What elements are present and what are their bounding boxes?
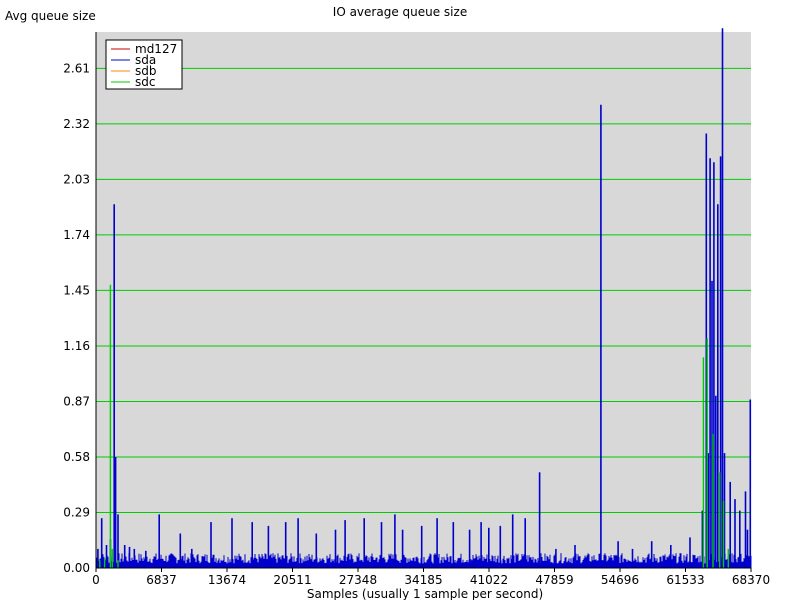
- y-tick-labels: 0.00 0.29 0.58 0.87 1.16 1.45 1.74 2.03 2.32 2.61: [63, 61, 90, 575]
- x-axis-label: Samples (usually 1 sample per second): [307, 587, 543, 600]
- y-tick-label: 2.32: [63, 117, 90, 131]
- x-tick-label: 34185: [404, 573, 442, 587]
- y-tick-label: 2.61: [63, 61, 90, 75]
- y-tick-label: 1.45: [63, 283, 90, 297]
- x-tick-label: 54696: [601, 573, 639, 587]
- legend-label-sdb: sdb: [135, 64, 157, 78]
- x-tick-label: 6837: [146, 573, 177, 587]
- legend-label-sda: sda: [135, 53, 156, 67]
- legend-label-sdc: sdc: [135, 75, 155, 89]
- x-tick-label: 61533: [666, 573, 704, 587]
- y-axis-label: Avg queue size: [5, 9, 96, 23]
- series-sdc: [99, 284, 729, 568]
- series-layer: [95, 28, 752, 568]
- x-tick-label: 20511: [273, 573, 311, 587]
- legend-label-md127: md127: [135, 42, 177, 56]
- axes-frame: [95, 32, 751, 569]
- x-tick-label: 13674: [208, 573, 246, 587]
- y-tick-label: 2.03: [63, 172, 90, 186]
- x-tick-label: 27348: [339, 573, 377, 587]
- y-tick-label: 0.87: [63, 394, 90, 408]
- plot-area: [96, 32, 751, 568]
- y-tick-label: 0.29: [63, 505, 90, 519]
- x-tick-labels: 0 6837 13674 20511 27348 34185 41022 47859 54696…: [92, 568, 770, 587]
- grid-lines: [96, 67, 751, 513]
- x-tick-label: 47859: [535, 573, 573, 587]
- y-tick-label: 1.74: [63, 228, 90, 242]
- series-sda: [95, 28, 752, 568]
- legend-box: [105, 39, 183, 90]
- y-tick-label: 0.00: [63, 561, 90, 575]
- chart-title: IO average queue size: [333, 5, 467, 19]
- x-tick-label: 0: [92, 573, 100, 587]
- x-tick-label: 68370: [732, 573, 770, 587]
- x-tick-label: 41022: [470, 573, 508, 587]
- y-tick-label: 0.58: [63, 450, 90, 464]
- y-tick-label: 1.16: [63, 339, 90, 353]
